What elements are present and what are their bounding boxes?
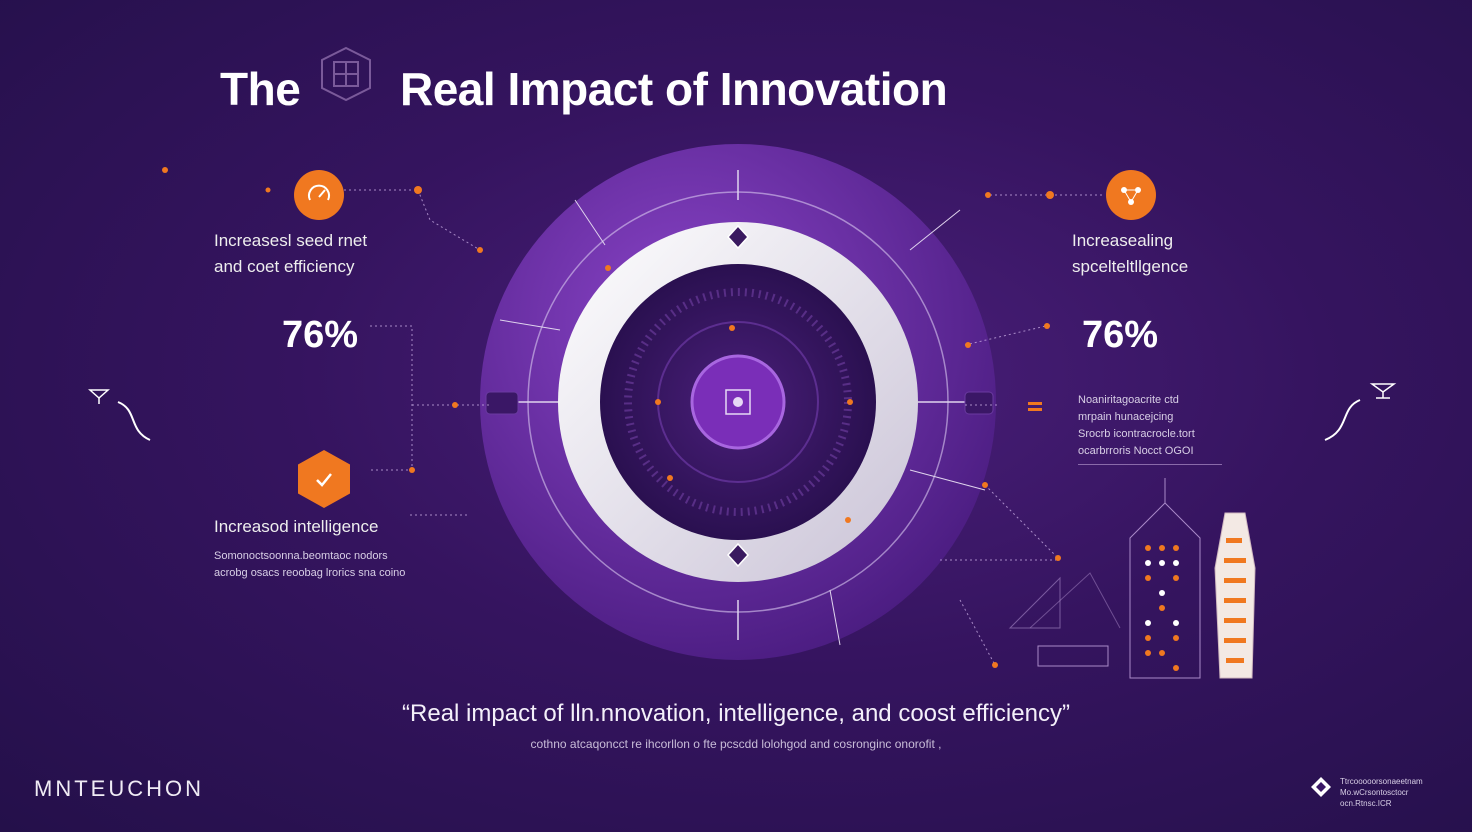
corner-text: Ttrcooooorsonaeetnam Mo.wCrsontosctocr o… [1340, 776, 1440, 809]
right-top-label: Increasealing spcelteltllgence [1072, 228, 1188, 280]
diamond-marker-bottom-icon [726, 542, 750, 568]
left-top-label-line1: Increasesl seed rnet [214, 231, 368, 250]
left-top-label: Increasesl seed rnet and coet efficiency [214, 228, 367, 280]
innovation-ring-diagram [480, 144, 996, 660]
left-marker-icon [88, 389, 110, 404]
right-text-line3: Srocrb icontracrocle.tort [1078, 428, 1195, 440]
left-bottom-text-line1: Somonoctsoonna.beomtaoc nodors [214, 550, 388, 562]
right-top-label-line2: spcelteltllgence [1072, 257, 1189, 276]
left-bottom-text: Somonoctsoonna.beomtaoc nodors acrobg os… [214, 548, 405, 582]
right-text-block: Noaniritagoacrite ctd mrpain hunacejcing… [1078, 392, 1222, 465]
corner-text-line1: Ttrcooooorsonaeetnam [1340, 777, 1423, 786]
right-marker-icon [1369, 383, 1397, 399]
corner-text-line2: Mo.wCrsontosctocr ocn.Rtnsc.ICR [1340, 788, 1409, 808]
footer-quote: “Real impact of lln.nnovation, intellige… [402, 700, 1070, 727]
network-icon [1106, 170, 1156, 220]
ai-chip-icon [725, 389, 751, 415]
left-bottom-label: Increasod intelligence [214, 517, 379, 536]
cube-emblem-icon [321, 46, 371, 102]
left-percentage: 76% [282, 314, 359, 356]
building-illustration [1008, 478, 1256, 679]
footer-subquote: cothno atcaqoncct re ihcorllon o fte pcs… [530, 737, 942, 751]
diamond-marker-top-icon [726, 224, 750, 250]
right-text-line2: mrpain hunacejcing [1078, 411, 1174, 423]
title-the: The [220, 63, 301, 115]
gauge-icon [294, 170, 344, 220]
right-text-line1: Noaniritagoacrite ctd [1078, 394, 1179, 406]
brand-logo: MNTEUCHON [34, 776, 204, 801]
left-top-label-line2: and coet efficiency [214, 257, 355, 276]
diamond-logo-icon [1310, 776, 1332, 803]
right-top-label-line1: Increasealing [1072, 231, 1174, 250]
page-title: Real Impact of Innovation [400, 63, 948, 115]
left-bottom-text-line2: acrobg osacs reoobag lrorics sna coino [214, 567, 406, 579]
right-percentage: 76% [1082, 314, 1159, 356]
right-text-line4: ocarbrroris Nocct OGOI [1078, 445, 1194, 457]
